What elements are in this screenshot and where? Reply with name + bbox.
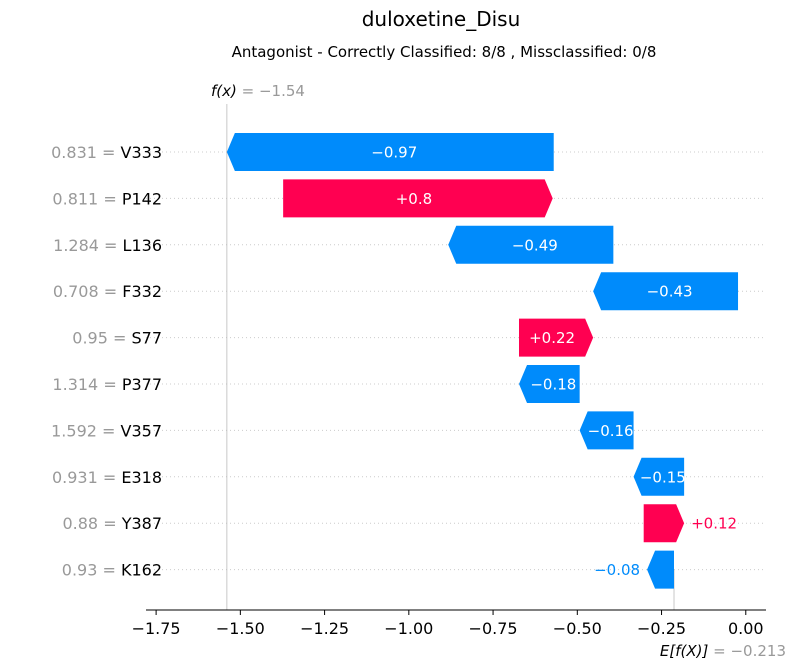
x-tick-label: −1.75 xyxy=(132,619,181,638)
waterfall-bar xyxy=(647,550,675,589)
feature-name: L136 xyxy=(123,236,162,255)
bar-value-label: −0.16 xyxy=(588,422,634,440)
waterfall-bar xyxy=(519,318,594,357)
feature-value: 1.284 = xyxy=(53,236,122,255)
annotation-symbol: E[f(X)] xyxy=(660,642,713,660)
feature-name: S77 xyxy=(131,329,162,348)
chart-title: duloxetine_Disu xyxy=(362,7,521,31)
feature-value: 0.931 = xyxy=(52,468,121,487)
feature-value: 0.831 = xyxy=(51,143,120,162)
bar-value-label: +0.22 xyxy=(529,329,575,347)
feature-name: V333 xyxy=(121,143,162,162)
feature-value: 0.95 = xyxy=(72,329,131,348)
bar-value-label: −0.08 xyxy=(594,561,640,579)
feature-label: 1.314 = P377 xyxy=(52,375,162,394)
bar-value-label: +0.8 xyxy=(396,190,432,208)
feature-value: 0.88 = xyxy=(62,514,121,533)
feature-label: 0.931 = E318 xyxy=(52,468,162,487)
waterfall-bar xyxy=(579,411,634,450)
feature-value: 0.93 = xyxy=(62,561,121,580)
feature-value: 0.708 = xyxy=(53,282,122,301)
bar-value-label: −0.97 xyxy=(371,144,417,162)
x-axis-ticks: −1.75 −1.50 −1.25 −1.00 −0.75 −0.50 −0.25 0.00 xyxy=(132,610,764,638)
feature-label: 0.811 = P142 xyxy=(52,189,162,208)
feature-name: E318 xyxy=(121,468,162,487)
x-tick-label: −1.50 xyxy=(216,619,265,638)
feature-value: 1.592 = xyxy=(51,421,120,440)
waterfall-bar xyxy=(633,457,685,496)
feature-label: 1.592 = V357 xyxy=(51,421,162,440)
waterfall-bar xyxy=(448,225,614,264)
feature-name: V357 xyxy=(121,421,162,440)
base-value-annotation: E[f(X)] = −0.213 xyxy=(660,642,786,660)
chart-subtitle: Antagonist - Correctly Classified: 8/8 ,… xyxy=(232,43,657,61)
waterfall-bar xyxy=(283,179,553,218)
feature-name: Y387 xyxy=(121,514,162,533)
annotation-symbol: f(x) xyxy=(211,82,242,100)
waterfall-bar xyxy=(593,272,739,311)
feature-value: 1.314 = xyxy=(52,375,121,394)
feature-label: 1.284 = L136 xyxy=(53,236,162,255)
feature-label: 0.88 = Y387 xyxy=(62,514,162,533)
feature-name: K162 xyxy=(121,561,162,580)
feature-label: 0.708 = F332 xyxy=(53,282,162,301)
bar-group: −0.97 +0.8 −0.49 −0.43 +0.22 −0.18 −0.16 −0.15 +… xyxy=(226,133,739,589)
fx-annotation: f(x) = −1.54 xyxy=(211,82,305,100)
x-tick-label: −1.00 xyxy=(384,619,433,638)
bar-value-label: −0.43 xyxy=(647,283,693,301)
x-tick-label: −1.25 xyxy=(300,619,349,638)
feature-label: 0.93 = K162 xyxy=(62,561,162,580)
x-tick-label: −0.50 xyxy=(553,619,602,638)
x-tick-label: −0.25 xyxy=(637,619,686,638)
waterfall-bar xyxy=(643,504,685,543)
waterfall-bar xyxy=(519,365,580,403)
waterfall-bar xyxy=(226,133,554,171)
bar-value-label: −0.49 xyxy=(512,236,558,254)
x-tick-label: −0.75 xyxy=(469,619,518,638)
feature-name: F332 xyxy=(122,282,162,301)
feature-label: 0.831 = V333 xyxy=(51,143,162,162)
feature-name: P377 xyxy=(122,375,162,394)
bar-value-label: −0.15 xyxy=(640,468,686,486)
feature-label-group: 0.831 = V333 0.811 = P142 1.284 = L136 0.70… xyxy=(51,143,162,580)
feature-label: 0.95 = S77 xyxy=(72,329,162,348)
annotation-value: = −0.213 xyxy=(713,642,786,660)
bar-value-label: +0.12 xyxy=(691,515,737,533)
bar-value-label: −0.18 xyxy=(530,376,576,394)
feature-name: P142 xyxy=(122,189,162,208)
x-tick-label: 0.00 xyxy=(728,619,764,638)
feature-value: 0.811 = xyxy=(52,189,121,208)
annotation-value: = −1.54 xyxy=(242,82,305,100)
